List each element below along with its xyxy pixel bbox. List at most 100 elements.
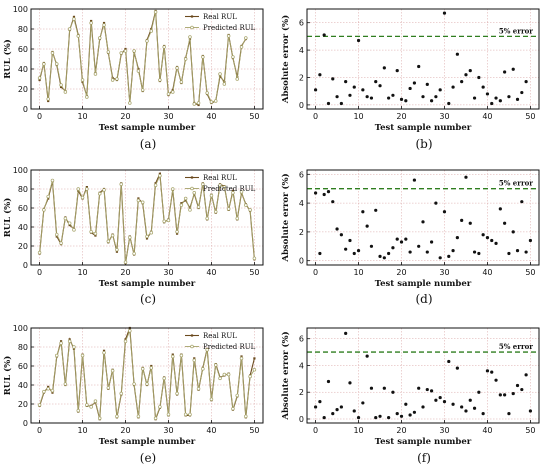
predicted-rul-point bbox=[231, 191, 235, 195]
error-point bbox=[313, 88, 318, 92]
predicted-rul-point bbox=[37, 76, 42, 80]
predicted-rul-point bbox=[188, 412, 192, 417]
predicted-rul-point bbox=[67, 339, 72, 344]
legend-marker-predicted-rul bbox=[190, 344, 194, 349]
predicted-rul-point bbox=[248, 208, 252, 212]
predicted-rul-point bbox=[171, 354, 175, 359]
error-point bbox=[464, 73, 468, 77]
error-point bbox=[352, 85, 356, 89]
error-point bbox=[524, 80, 528, 84]
error-point bbox=[447, 101, 451, 106]
predicted-rul-point bbox=[63, 382, 68, 386]
error-point bbox=[387, 96, 391, 100]
error-point bbox=[455, 236, 459, 240]
x-tick-label: 50 bbox=[525, 112, 535, 121]
real-rul-point bbox=[59, 85, 63, 89]
x-axis-title: Test sample number bbox=[99, 123, 196, 133]
x-tick-label: 40 bbox=[482, 112, 492, 121]
error-point bbox=[348, 93, 352, 97]
error-point bbox=[490, 101, 494, 106]
y-tick-label: 0 bbox=[299, 257, 304, 266]
predicted-rul-point bbox=[46, 194, 50, 199]
predicted-rul-point bbox=[196, 101, 201, 105]
y-tick-label: 80 bbox=[18, 343, 28, 352]
predicted-rul-point bbox=[42, 62, 46, 66]
panel-b: 0 10 20 30 40 50 0 2 4 6 Test sample number Absolut… bbox=[280, 8, 540, 151]
legend: Real RUL Predicted RUL bbox=[185, 13, 256, 32]
predicted-rul-point bbox=[128, 101, 132, 105]
error-point bbox=[378, 414, 382, 418]
predicted-rul-point bbox=[252, 368, 257, 372]
predicted-rul-point bbox=[145, 382, 149, 386]
y-tick-label: 4 bbox=[299, 46, 304, 55]
predicted-rul-point bbox=[115, 248, 119, 252]
error-point bbox=[503, 70, 507, 74]
real-rul-point bbox=[102, 21, 106, 25]
error-point bbox=[472, 406, 477, 410]
predicted-rul-point bbox=[162, 376, 166, 381]
error-point bbox=[365, 95, 369, 99]
y-tick-label: 6 bbox=[299, 335, 304, 344]
predicted-rul-point bbox=[179, 203, 184, 207]
predicted-rul-point bbox=[128, 235, 132, 240]
real-rul-point bbox=[171, 353, 174, 356]
error-point bbox=[442, 11, 447, 15]
y-tick-label: 40 bbox=[18, 381, 28, 390]
error-point bbox=[442, 399, 447, 404]
predicted-rul-point bbox=[231, 55, 235, 59]
error-point bbox=[412, 81, 417, 85]
error-point bbox=[515, 383, 520, 388]
real-rul-point bbox=[188, 206, 192, 210]
x-tick-label: 40 bbox=[482, 426, 492, 435]
predicted-rul-point bbox=[136, 198, 141, 203]
error-threshold-label: 5% error bbox=[499, 26, 533, 35]
y-tick-label: 80 bbox=[18, 25, 28, 34]
predicted-rul-point bbox=[115, 414, 119, 419]
predicted-rul-point bbox=[85, 95, 89, 99]
error-point bbox=[477, 390, 481, 394]
error-point bbox=[365, 224, 369, 228]
error-point bbox=[326, 101, 331, 106]
error-point bbox=[468, 221, 472, 225]
predicted-rul-point bbox=[132, 49, 136, 53]
legend-label-predicted-rul: Predicted RUL bbox=[203, 24, 256, 32]
error-point bbox=[374, 416, 378, 420]
error-point bbox=[464, 409, 468, 413]
predicted-rul-point bbox=[192, 358, 197, 363]
predicted-rul-point bbox=[166, 92, 171, 96]
error-point bbox=[382, 66, 386, 70]
legend: Real RUL Predicted RUL bbox=[185, 174, 256, 193]
predicted-rul-point bbox=[196, 205, 201, 209]
real-rul-point bbox=[240, 355, 243, 358]
panel-d: 0 10 20 30 40 50 0 2 4 6 Test sample number Absolut… bbox=[280, 169, 540, 306]
error-point bbox=[485, 236, 490, 240]
predicted-rul-point bbox=[37, 250, 42, 255]
predicted-rul-point bbox=[67, 221, 72, 225]
error-point bbox=[438, 88, 442, 92]
x-tick-label: 20 bbox=[396, 112, 406, 121]
predicted-rul-point bbox=[46, 97, 50, 101]
error-point bbox=[438, 395, 442, 400]
predicted-rul-point bbox=[123, 260, 128, 264]
error-point bbox=[348, 381, 352, 385]
error-point bbox=[322, 192, 326, 197]
legend-marker-real-rul bbox=[190, 334, 194, 337]
real-rul-point bbox=[124, 47, 127, 51]
predicted-rul-point bbox=[192, 102, 197, 106]
predicted-rul-point bbox=[145, 234, 149, 239]
error-point bbox=[344, 80, 348, 84]
real-rul-point bbox=[193, 357, 196, 360]
predicted-rul-point bbox=[213, 363, 218, 367]
real-rul-point bbox=[197, 103, 200, 107]
predicted-rul-point bbox=[179, 353, 184, 358]
predicted-rul-point bbox=[209, 100, 214, 104]
y-tick-label: 40 bbox=[18, 65, 28, 74]
error-point bbox=[490, 238, 494, 243]
error-point bbox=[344, 247, 348, 251]
predicted-rul-point bbox=[226, 34, 231, 38]
x-tick-label: 30 bbox=[163, 112, 173, 121]
error-point bbox=[511, 67, 515, 71]
predicted-rul-point bbox=[102, 350, 106, 355]
real-rul-point bbox=[137, 197, 140, 200]
